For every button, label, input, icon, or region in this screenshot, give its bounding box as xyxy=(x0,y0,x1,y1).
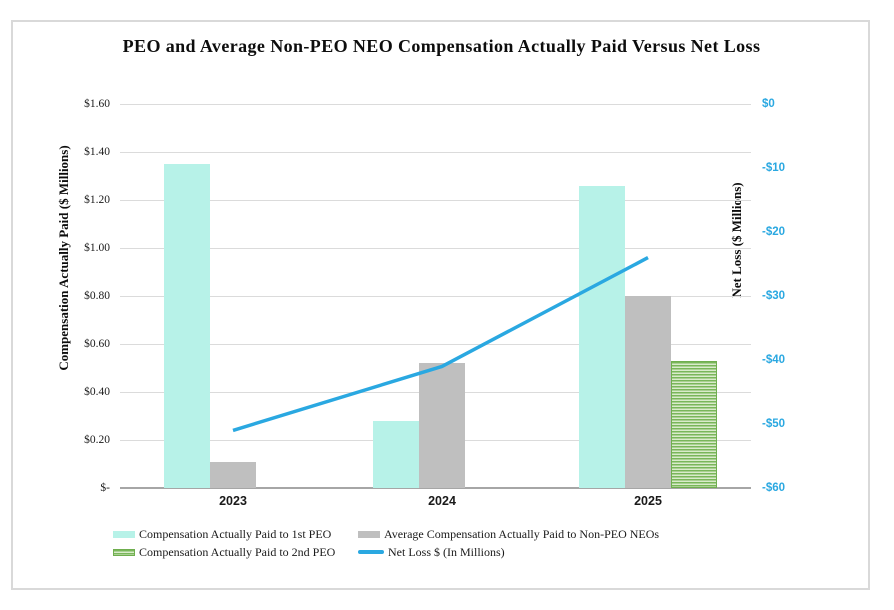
y-axis-tick-label-left: $1.20 xyxy=(84,194,110,206)
x-axis-line xyxy=(120,487,751,489)
legend-bar-swatch xyxy=(113,548,135,556)
legend-label: Compensation Actually Paid to 2nd PEO xyxy=(139,544,336,559)
chart-title: PEO and Average Non-PEO NEO Compensation… xyxy=(122,36,761,56)
gridline xyxy=(120,103,751,105)
y-axis-tick-label-right: -$10 xyxy=(762,162,786,174)
legend-bar-swatch xyxy=(113,530,135,538)
y-axis-tick-label-right: $0 xyxy=(762,98,775,110)
x-axis-tick-label: 2025 xyxy=(634,494,662,508)
legend-line-swatch xyxy=(358,550,384,554)
legend-label: Average Compensation Actually Paid to No… xyxy=(384,526,660,541)
gridline xyxy=(120,151,751,153)
y-axis-tick-label-right: -$30 xyxy=(762,290,786,302)
bar-series1-2025 xyxy=(579,185,625,488)
legend-item: Compensation Actually Paid to 2nd PEO xyxy=(113,545,335,559)
y-axis-tick-label-right: -$40 xyxy=(762,354,786,366)
legend-label: Net Loss $ (In Millions) xyxy=(388,544,505,559)
chart-frame xyxy=(11,20,870,590)
gridline xyxy=(120,295,751,297)
y-axis-tick-label-left: $1.40 xyxy=(84,146,110,158)
y-axis-tick-label-left: $1.00 xyxy=(84,242,110,254)
bar-series3-2025 xyxy=(671,360,717,488)
y-axis-tick-label-left: $0.20 xyxy=(84,434,110,446)
gridline xyxy=(120,247,751,249)
y-axis-tick-label-left: $0.40 xyxy=(84,386,110,398)
bar-series1-2024 xyxy=(373,420,419,488)
gridline xyxy=(120,199,751,201)
y-axis-tick-label-right: -$20 xyxy=(762,226,786,238)
y-axis-tick-label-left: $- xyxy=(100,482,110,494)
legend-label: Compensation Actually Paid to 1st PEO xyxy=(139,526,332,541)
bar-series2-2024 xyxy=(419,363,465,488)
y-axis-tick-label-left: $0.60 xyxy=(84,338,110,350)
bar-series1-2023 xyxy=(164,164,210,488)
legend-item: Average Compensation Actually Paid to No… xyxy=(358,527,659,541)
legend-item: Compensation Actually Paid to 1st PEO xyxy=(113,527,331,541)
legend-bar-swatch xyxy=(358,530,380,538)
gridline xyxy=(120,343,751,345)
bar-series2-2023 xyxy=(210,461,256,488)
y-axis-tick-label-right: -$60 xyxy=(762,482,786,494)
y-axis-tick-label-left: $1.60 xyxy=(84,98,110,110)
x-axis-tick-label: 2023 xyxy=(219,494,247,508)
x-axis-tick-label: 2024 xyxy=(428,494,456,508)
bar-series2-2025 xyxy=(625,296,671,488)
y-axis-tick-label-right: -$50 xyxy=(762,418,786,430)
y-axis-tick-label-left: $0.80 xyxy=(84,290,110,302)
legend-item: Net Loss $ (In Millions) xyxy=(358,545,505,559)
